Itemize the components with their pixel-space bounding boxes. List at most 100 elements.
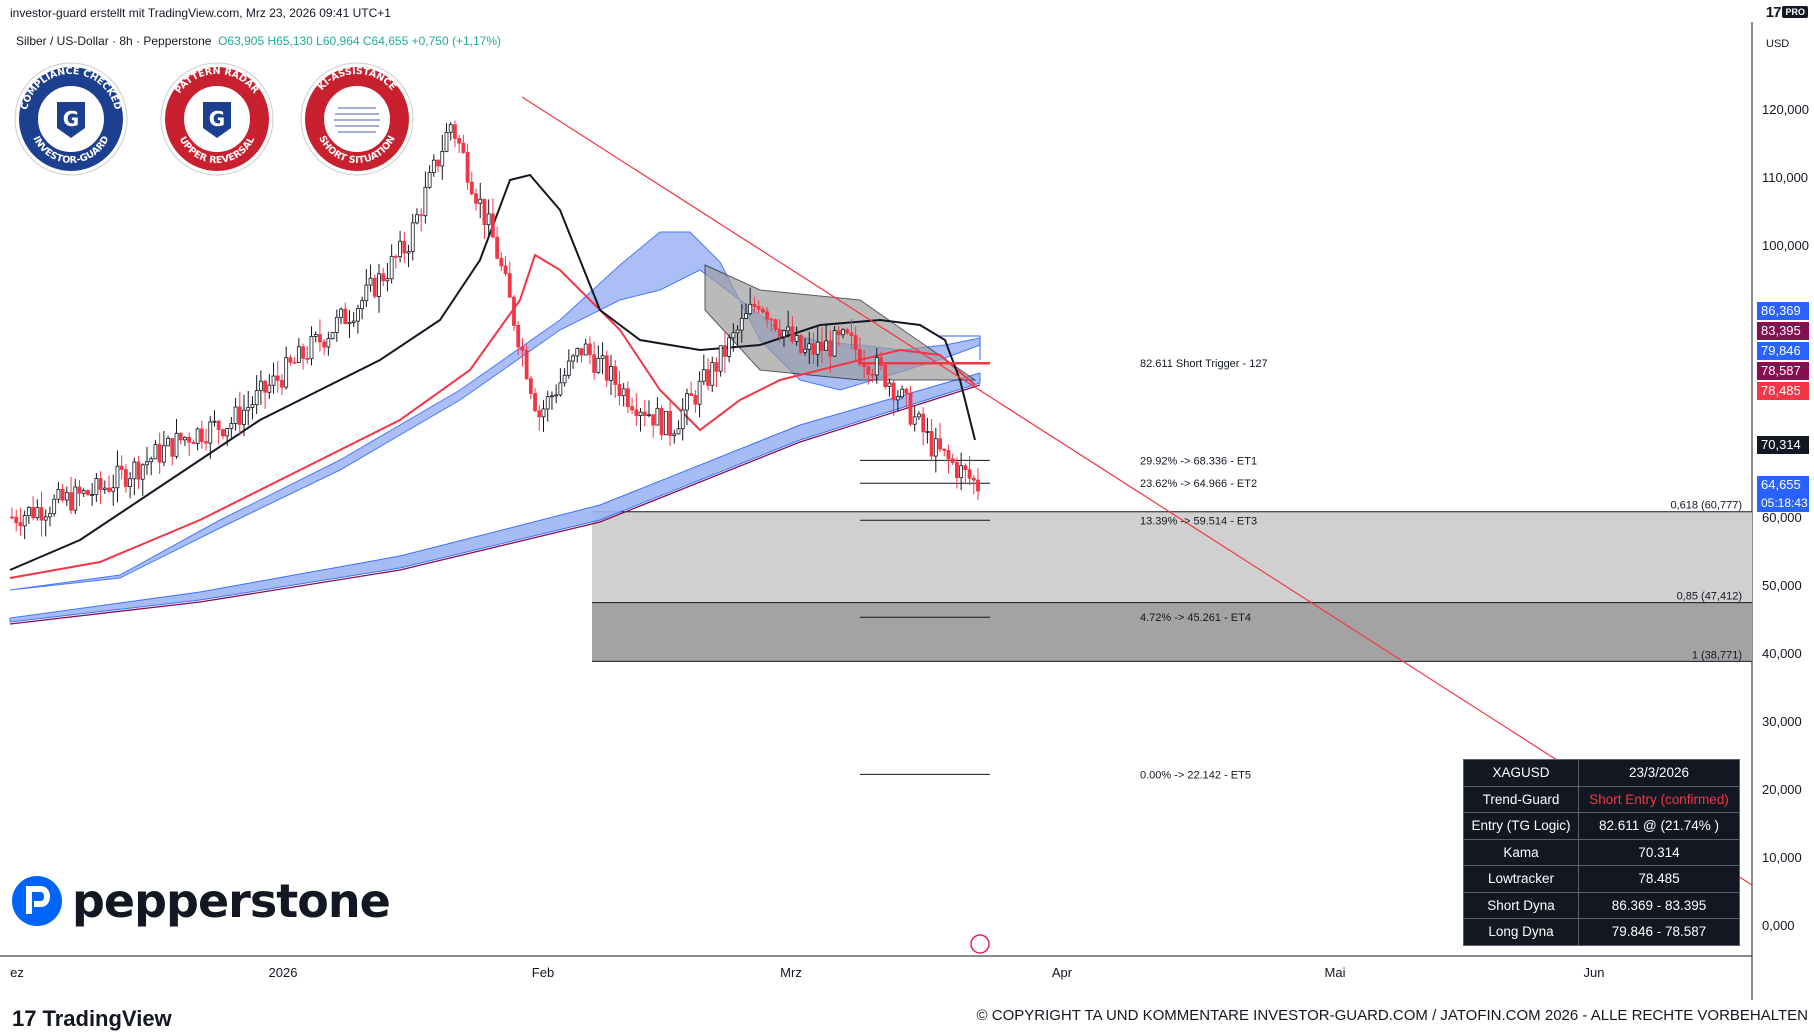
tradingview-footer-logo: 17 TradingView [12,1006,172,1032]
table-value: Short Entry (confirmed) [1578,785,1740,813]
candle-body [26,507,31,516]
candle-body [35,507,40,519]
candle-body [330,332,335,340]
candle-body [90,494,95,496]
candle-body [722,345,727,357]
fib-zone-lower [592,602,1752,662]
candle-body [31,507,35,519]
candle-body [271,375,276,386]
price-tag: 70,314 [1757,436,1809,454]
candle-body [516,325,521,348]
candle-body [917,413,921,418]
candle-body [588,343,592,356]
table-value: 86.369 - 83.395 [1578,891,1740,919]
candle-body [862,363,867,368]
candle-body [415,214,419,224]
table-key: Short Dyna [1463,891,1579,919]
x-tick-label: Feb [532,965,554,980]
ohlc-values: O63,905 H65,130 L60,964 C64,655 +0,750 (… [218,34,501,48]
candle-body [887,382,892,388]
price-chart[interactable]: 0,618 (60,777) 0,85 (47,412) 1 (38,771) 120… [0,0,1814,1000]
x-tick-label: Apr [1052,965,1073,980]
y-tick-label: 40,000 [1762,646,1802,661]
candle-body [950,458,955,463]
candle-body [596,357,601,373]
candle-body [883,364,888,388]
candle-body [685,393,689,411]
candle-body [242,409,246,425]
candle-body [313,334,318,337]
candle-body [221,429,225,437]
candle-body [98,478,103,490]
candle-body [60,489,65,501]
y-tick-label: 20,000 [1762,782,1802,797]
candle-body [81,490,86,494]
candle-body [393,255,398,258]
candle-body [195,428,200,444]
candle-body [183,436,187,441]
candle-body [676,428,681,435]
candle-body [870,373,875,376]
candle-body [503,265,508,275]
candle-body [942,448,947,451]
target-label: 4.72% -> 45.261 - ET4 [1140,612,1251,624]
candle-body [343,308,348,325]
candle-body [528,378,533,394]
candle-body [630,406,634,411]
x-tick-label: ez [10,965,24,980]
table-value: 70.314 [1578,838,1740,866]
candle-body [216,420,221,431]
candle-body [292,361,297,364]
candle-body [537,410,542,418]
candle-body [946,450,951,460]
candle-body [760,308,765,313]
candle-body [857,349,862,365]
target-label: 23.62% -> 64.966 - ET2 [1140,478,1257,490]
table-row: Entry (TG Logic) 82.611 @ (21.74% ) [1463,812,1740,840]
x-tick-label: Mrz [780,965,802,980]
candle-body [710,362,715,386]
candle-body [571,355,575,362]
candle-body [849,332,854,337]
candle-body [562,374,567,384]
candle-body [748,303,753,315]
candle-body [102,487,107,490]
candle-body [145,461,149,466]
candle-body [541,408,546,418]
candle-body [107,487,111,492]
candle-body [845,329,850,334]
candle-body [794,335,799,342]
candle-body [672,433,677,436]
candle-body [123,469,128,487]
candle-body [469,181,474,195]
candle-body [334,317,339,333]
candle-body [43,516,48,521]
candle-body [739,318,744,331]
candle-body [309,336,314,360]
candle-body [204,441,208,444]
candle-body [258,380,263,392]
candle-body [777,328,782,338]
table-key: Trend-Guard [1463,785,1579,813]
candle-body [891,382,896,401]
table-key: Lowtracker [1463,865,1579,893]
candle-body [659,407,664,436]
candle-body [56,489,61,500]
candle-body [841,329,845,336]
candle-body [351,320,356,323]
price-tag: 78,587 [1757,362,1809,380]
price-tag: 79,846 [1757,342,1809,360]
candle-body [495,236,500,259]
candle-body [14,516,19,524]
candle-body [714,362,719,372]
candle-body [73,486,78,511]
candle-body [486,213,491,226]
table-row: Trend-Guard Short Entry (confirmed) [1463,785,1740,813]
candle-body [832,330,837,357]
x-tick-label: Mai [1325,965,1346,980]
candle-body [305,357,310,360]
event-marker-icon [970,934,990,954]
candle-body [701,369,706,382]
x-tick-label: Jun [1584,965,1605,980]
candle-body [836,330,841,336]
